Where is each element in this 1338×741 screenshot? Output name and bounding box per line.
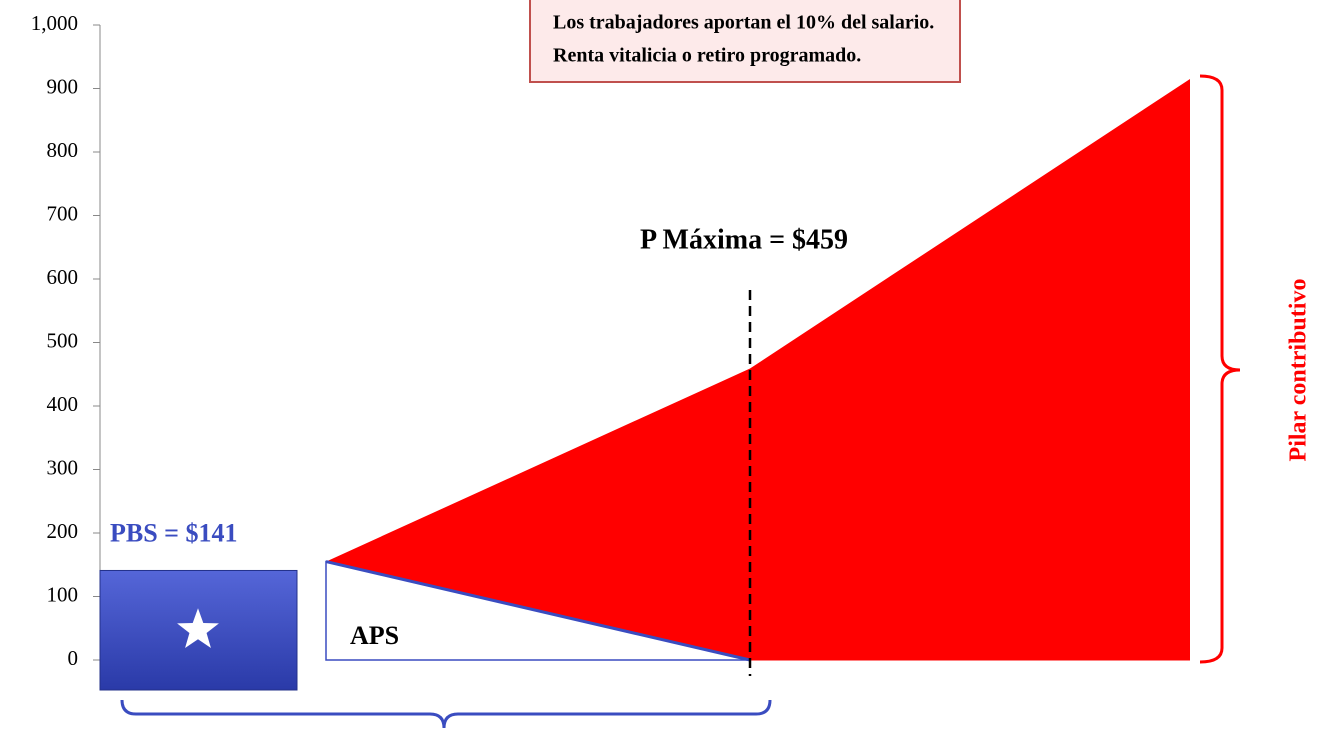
brace — [120, 699, 772, 729]
aps-label: APS — [350, 621, 399, 650]
y-tick-label: 0 — [68, 646, 79, 670]
y-tick-label: 300 — [47, 455, 79, 479]
y-tick-label: 100 — [47, 582, 79, 606]
annotation-box — [529, 0, 961, 83]
pmax-label: P Máxima = $459 — [640, 224, 848, 255]
contributive-area — [326, 78, 1190, 661]
star — [177, 608, 219, 649]
y-tick-label: 600 — [47, 265, 79, 289]
pillar-label: Pilar contributivo — [1286, 279, 1312, 462]
aps-line — [325, 560, 751, 662]
y-tick-label: 200 — [47, 519, 79, 543]
annotation: Los trabajadores aportan el 10% del sala… — [553, 12, 934, 34]
bracket — [1199, 74, 1241, 664]
y-tick-label: 800 — [47, 138, 79, 162]
y-tick-label: 400 — [47, 392, 79, 416]
y-tick-label: 900 — [47, 74, 79, 98]
y-tick-label: 500 — [47, 328, 79, 352]
annotation: Renta vitalicia o retiro programado. — [553, 45, 861, 67]
pbs-label: PBS = $141 — [110, 518, 238, 547]
y-tick-label: 1,000 — [31, 11, 78, 35]
y-tick-label: 700 — [47, 201, 79, 225]
